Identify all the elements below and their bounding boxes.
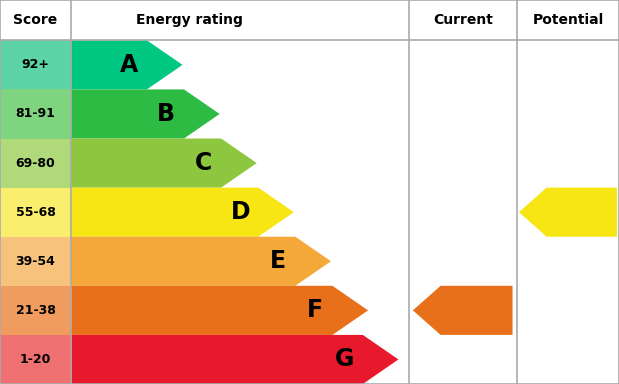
- Text: F: F: [306, 298, 322, 322]
- Text: D: D: [231, 200, 250, 224]
- Bar: [0, 237, 71, 286]
- Polygon shape: [71, 335, 399, 384]
- Text: Score: Score: [14, 13, 58, 27]
- Text: A: A: [120, 53, 138, 77]
- Bar: [0, 40, 71, 89]
- Text: 36 F: 36 F: [456, 301, 496, 319]
- Text: B: B: [157, 102, 175, 126]
- Text: C: C: [195, 151, 212, 175]
- Bar: [0, 89, 71, 139]
- Text: 69-80: 69-80: [15, 157, 56, 170]
- Polygon shape: [71, 188, 294, 237]
- Polygon shape: [71, 237, 331, 286]
- Bar: [0, 286, 71, 335]
- Text: Potential: Potential: [532, 13, 604, 27]
- Text: 92+: 92+: [22, 58, 50, 71]
- Bar: [0, 188, 71, 237]
- Polygon shape: [71, 89, 220, 139]
- Text: Current: Current: [433, 13, 493, 27]
- Text: 81-91: 81-91: [15, 108, 56, 121]
- Text: 21-38: 21-38: [15, 304, 56, 317]
- Text: 55-68: 55-68: [15, 206, 56, 218]
- Polygon shape: [71, 139, 257, 188]
- Polygon shape: [71, 40, 183, 89]
- Bar: [0, 335, 71, 384]
- Text: 1-20: 1-20: [20, 353, 51, 366]
- Polygon shape: [71, 286, 368, 335]
- Text: Energy rating: Energy rating: [136, 13, 243, 27]
- Text: G: G: [335, 348, 355, 371]
- Text: 68 D: 68 D: [561, 203, 603, 221]
- Text: E: E: [269, 249, 285, 273]
- Bar: [0, 139, 71, 188]
- Polygon shape: [413, 286, 513, 335]
- Text: 39-54: 39-54: [15, 255, 56, 268]
- Polygon shape: [519, 188, 617, 237]
